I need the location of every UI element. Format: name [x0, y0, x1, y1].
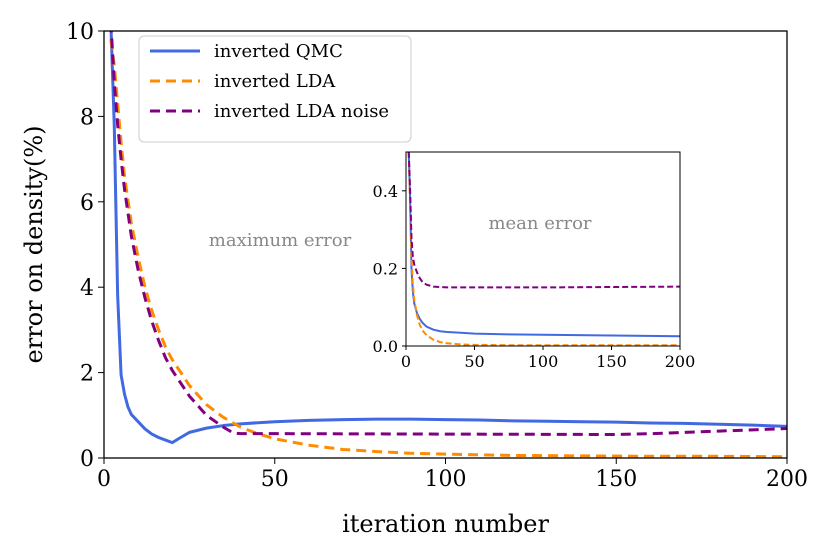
legend-box — [138, 35, 412, 143]
main-series-lines — [109, 31, 787, 458]
legend: inverted QMC inverted LDA inverted LDA noi… — [138, 35, 412, 143]
inset-y-tick-label: 0.2 — [373, 259, 398, 278]
legend-label-inverted-qmc: inverted QMC — [214, 41, 343, 62]
inset-line-inverted-lda — [407, 152, 680, 346]
main-x-ticks: 0 50 100 150 200 — [97, 458, 808, 492]
main-y-tick-label: 2 — [80, 362, 94, 387]
inset-y-ticks: 0.0 0.2 0.4 — [373, 182, 406, 356]
main-line-inverted-lda-noise — [109, 31, 787, 437]
main-y-tick-label: 8 — [80, 105, 94, 130]
main-y-ticks: 0 2 4 6 8 10 — [66, 20, 104, 472]
main-x-tick-label: 0 — [97, 467, 111, 492]
main-x-tick-label: 100 — [425, 467, 467, 492]
legend-label-inverted-lda-noise: inverted LDA noise — [214, 101, 389, 122]
inset-x-tick-label: 150 — [596, 352, 627, 371]
inset-x-tick-label: 200 — [665, 352, 696, 371]
main-x-tick-label: 50 — [261, 467, 289, 492]
main-line-inverted-lda — [109, 39, 787, 458]
legend-label-inverted-lda: inverted LDA — [214, 71, 336, 92]
main-x-tick-label: 200 — [766, 467, 808, 492]
main-plot-area: 0 50 100 150 200 0 2 4 6 8 10 — [66, 20, 808, 492]
main-y-tick-label: 10 — [66, 20, 94, 45]
inset-background — [406, 152, 680, 346]
inset-x-tick-label: 100 — [528, 352, 559, 371]
inset-x-tick-label: 50 — [464, 352, 484, 371]
main-line-inverted-qmc — [109, 31, 787, 445]
inset-y-tick-label: 0.0 — [373, 337, 398, 356]
inset-y-tick-label: 0.4 — [373, 182, 398, 201]
inset-x-ticks: 0 50 100 150 200 — [401, 346, 695, 371]
inset-line-inverted-lda-noise — [407, 152, 680, 289]
y-axis-label: error on density(%) — [20, 126, 48, 364]
inset-plot-area: 0 50 100 150 200 0.0 0.2 0.4 mean error — [373, 151, 695, 371]
x-axis-label: iteration number — [342, 510, 549, 538]
main-x-tick-label: 150 — [595, 467, 637, 492]
main-y-tick-label: 6 — [80, 191, 94, 216]
mean-error-annotation: mean error — [488, 213, 591, 234]
main-y-tick-label: 4 — [80, 276, 94, 301]
maximum-error-annotation: maximum error — [209, 230, 352, 251]
inset-series-lines — [407, 152, 680, 346]
inset-x-tick-label: 0 — [401, 352, 411, 371]
main-y-tick-label: 0 — [80, 447, 94, 472]
